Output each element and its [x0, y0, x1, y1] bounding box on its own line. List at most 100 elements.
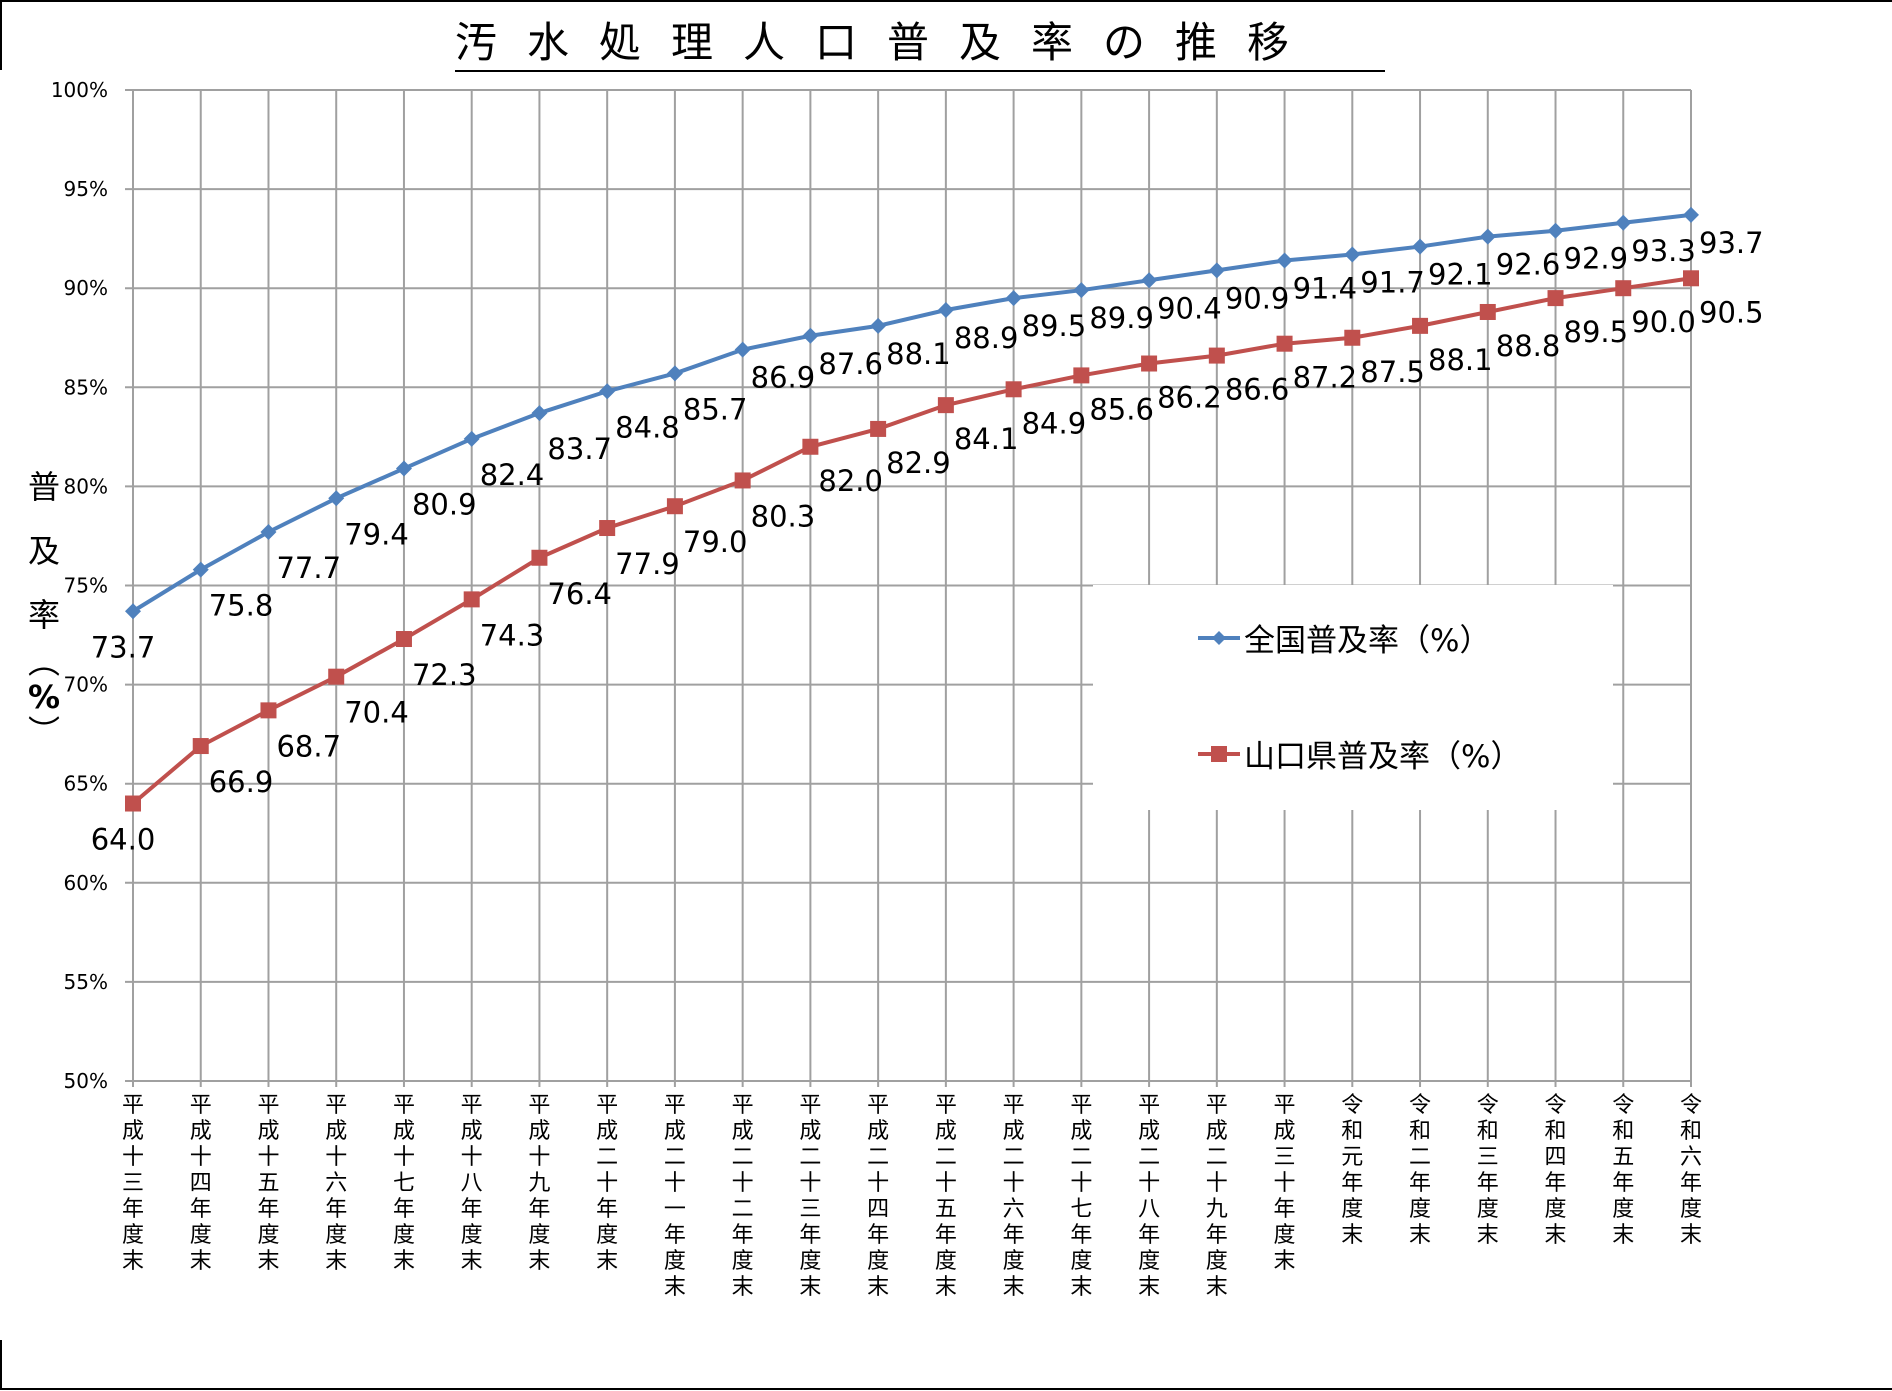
- data-label: 90.5: [1699, 295, 1764, 329]
- frame-left-border-top: [0, 0, 2, 70]
- square-marker-icon: [1276, 335, 1293, 352]
- diamond-marker-icon: [1208, 262, 1225, 279]
- data-label: 84.8: [615, 410, 680, 444]
- x-tick-label: 令和六年度末: [1679, 1093, 1702, 1248]
- x-tick-label: 平成二十五年度末: [934, 1093, 957, 1300]
- data-label: 88.9: [954, 321, 1019, 355]
- diamond-marker-icon: [395, 460, 412, 477]
- y-axis-label: 普 及 率 ︵ % ︶: [22, 455, 66, 748]
- square-marker-icon: [734, 472, 751, 489]
- diamond-marker-icon: [328, 490, 345, 507]
- data-label: 68.7: [276, 729, 341, 763]
- x-tick-label: 平成二十九年度末: [1205, 1093, 1228, 1300]
- frame-left-border-bottom: [0, 1340, 2, 1390]
- legend-item-yamaguchi: 山口県普及率（%）: [1198, 731, 1521, 776]
- y-tick-label: 90%: [64, 276, 108, 300]
- square-marker-icon: [1344, 329, 1361, 346]
- y-axis-ticks: 50% 55% 60% 65% 70% 75% 80% 85% 90% 95% 100%: [51, 78, 108, 1093]
- square-marker-icon: [599, 520, 616, 537]
- data-label: 90.4: [1157, 291, 1222, 325]
- y-tick-label: 95%: [64, 177, 108, 201]
- data-label: 86.2: [1157, 381, 1222, 415]
- yamaguchi-line: [131, 276, 1692, 806]
- x-tick-label: 平成二十四年度末: [867, 1093, 890, 1300]
- data-label: 88.8: [1496, 329, 1561, 363]
- square-marker-icon: [260, 702, 277, 719]
- x-tick-label: 平成十五年度末: [257, 1093, 280, 1274]
- x-tick-label: 平成十八年度末: [460, 1093, 483, 1274]
- legend-label-yamaguchi: 山口県普及率（%）: [1244, 739, 1522, 775]
- square-marker-icon: [1479, 303, 1496, 320]
- national-line: [131, 212, 1692, 613]
- diamond-marker-icon: [260, 523, 277, 540]
- square-marker-icon: [463, 591, 480, 608]
- x-tick-label: 平成二十六年度末: [1002, 1093, 1025, 1300]
- y-axis-label-char: 普: [27, 468, 60, 506]
- frame-top-border: [0, 0, 1892, 2]
- data-label: 80.3: [751, 499, 816, 533]
- y-axis-label-paren-open: ︵: [27, 643, 60, 681]
- legend: 全国普及率（%） 山口県普及率（%）: [1093, 585, 1613, 810]
- data-label: 77.7: [276, 551, 341, 585]
- data-label: 87.6: [818, 347, 883, 381]
- data-label: 85.6: [1089, 392, 1154, 426]
- x-tick-label: 平成二十三年度末: [799, 1093, 822, 1300]
- square-marker-icon: [192, 738, 209, 755]
- legend-label-national: 全国普及率（%）: [1244, 623, 1491, 659]
- y-tick-label: 50%: [64, 1069, 108, 1093]
- diamond-marker-icon: [1615, 214, 1632, 231]
- y-tick-label: 75%: [64, 574, 108, 598]
- data-label: 66.9: [209, 765, 274, 799]
- series-lines: [125, 206, 1699, 812]
- y-tick-label: 70%: [64, 673, 108, 697]
- data-label: 88.1: [1428, 343, 1493, 377]
- y-tick-label: 80%: [64, 474, 108, 498]
- x-tick-label: 令和五年度末: [1612, 1093, 1635, 1248]
- square-marker-icon: [1073, 367, 1090, 384]
- data-label: 93.3: [1631, 234, 1696, 268]
- x-tick-label: 令和元年度末: [1341, 1093, 1364, 1248]
- diamond-marker-icon: [599, 383, 616, 400]
- square-marker-icon: [1683, 270, 1699, 287]
- square-marker-icon: [125, 795, 141, 812]
- square-marker-icon: [531, 549, 548, 566]
- square-marker-icon: [1208, 347, 1225, 364]
- square-marker-icon: [870, 420, 887, 437]
- y-axis-label-char: 率: [27, 596, 60, 634]
- diamond-marker-icon: [1412, 238, 1429, 255]
- x-tick-label: 平成十七年度末: [392, 1093, 415, 1274]
- x-tick-label: 令和四年度末: [1544, 1093, 1567, 1248]
- chart-title: 汚水処理人口普及率の推移: [455, 18, 1385, 72]
- y-tick-label: 85%: [64, 375, 108, 399]
- diamond-marker-icon: [1005, 290, 1022, 307]
- data-label: 89.5: [1564, 315, 1629, 349]
- frame-bottom-border: [0, 1388, 1892, 1390]
- data-label: 82.4: [480, 458, 545, 492]
- x-tick-label: 令和二年度末: [1409, 1093, 1432, 1248]
- data-label: 86.9: [751, 361, 816, 395]
- square-marker-icon: [937, 397, 954, 414]
- data-label: 85.7: [683, 392, 748, 426]
- diamond-marker-icon: [1547, 222, 1564, 239]
- data-label: 70.4: [344, 696, 409, 730]
- diamond-marker-icon: [1141, 272, 1158, 289]
- x-tick-label: 令和三年度末: [1476, 1093, 1499, 1248]
- data-label: 88.1: [886, 337, 951, 371]
- y-tick-label: 100%: [51, 78, 108, 102]
- data-label: 79.4: [344, 517, 409, 551]
- x-tick-label: 平成十六年度末: [325, 1093, 348, 1274]
- data-label: 91.7: [1360, 266, 1425, 300]
- data-label: 64.0: [91, 823, 156, 857]
- diamond-marker-icon: [1198, 630, 1240, 645]
- data-label: 92.6: [1496, 248, 1561, 282]
- diamond-marker-icon: [1344, 246, 1361, 263]
- diamond-marker-icon: [125, 603, 141, 620]
- x-tick-label: 平成十九年度末: [528, 1093, 551, 1274]
- diamond-marker-icon: [802, 327, 819, 344]
- x-tick-label: 平成二十八年度末: [1138, 1093, 1161, 1300]
- diamond-marker-icon: [192, 561, 209, 578]
- x-tick-label: 平成十三年度末: [121, 1093, 144, 1274]
- x-tick-label: 平成二十七年度末: [1070, 1093, 1093, 1300]
- diamond-marker-icon: [937, 302, 954, 319]
